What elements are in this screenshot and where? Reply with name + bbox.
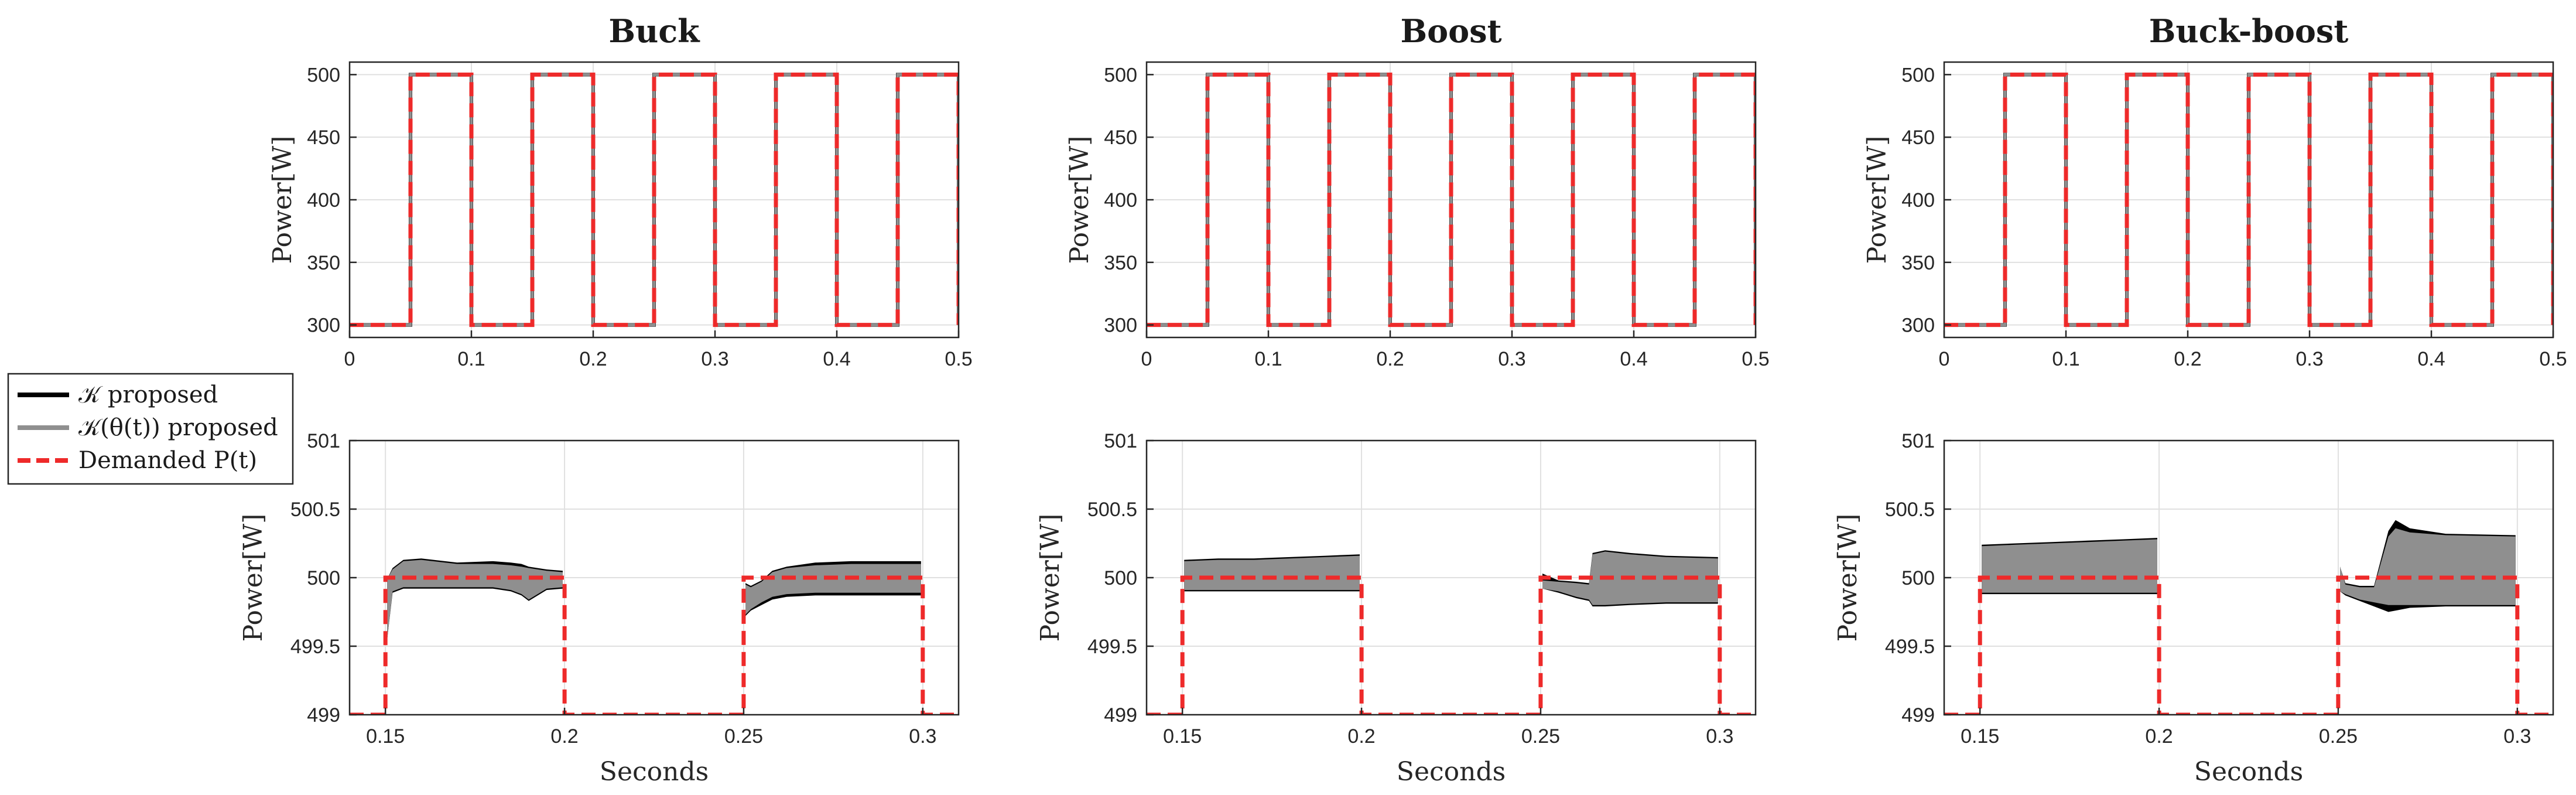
x-tick-label: 0 <box>1939 348 1950 370</box>
x-tick-label: 0.3 <box>2503 725 2531 748</box>
y-tick-label: 300 <box>1104 315 1137 337</box>
chart-title: Boost <box>1400 12 1501 50</box>
series-k-theta-proposed-band-1 <box>2340 528 2516 605</box>
series-k-theta-proposed-band-0 <box>1184 555 1360 591</box>
series-demanded-power <box>350 72 959 327</box>
x-axis-label: Seconds <box>2194 757 2303 787</box>
y-axis-label: Power[W] <box>1862 136 1892 264</box>
x-tick-label: 0.3 <box>1706 725 1733 748</box>
legend-label-1: 𝒦(θ(t)) proposed <box>78 414 278 441</box>
x-tick-label: 0.15 <box>1163 725 1202 748</box>
subplot-top-1: 0 0.1 0.2 0.3 0.4 0.5 300 350 400 450 500 Power[W] B… <box>1065 12 1770 370</box>
chart-title: Buck-boost <box>2149 12 2349 50</box>
x-axis-label: Seconds <box>600 757 709 787</box>
subplot-bottom-2: 0.15 0.2 0.25 0.3 499 499.5 500 500.5 501 Power[W… <box>1833 430 2554 787</box>
y-tick-label: 500.5 <box>1885 499 1935 521</box>
y-tick-label: 450 <box>307 127 340 149</box>
x-tick-label: 0 <box>344 348 355 370</box>
y-tick-label: 400 <box>307 189 340 211</box>
x-tick-label: 0.4 <box>823 348 850 370</box>
subplot-bottom-1: 0.15 0.2 0.25 0.3 499 499.5 500 500.5 501 Power[W… <box>1035 430 1757 787</box>
x-tick-label: 0.2 <box>1347 725 1375 748</box>
y-tick-label: 499.5 <box>1087 636 1137 658</box>
subplot-bottom-0: 0.15 0.2 0.25 0.3 499 499.5 500 500.5 501 Power[W… <box>238 430 960 787</box>
x-tick-label: 0.2 <box>550 725 578 748</box>
y-axis-label: Power[W] <box>268 136 297 264</box>
y-axis-label: Power[W] <box>1065 136 1094 264</box>
subplot-top-0: 0 0.1 0.2 0.3 0.4 0.5 300 350 400 450 500 Power[W] B… <box>268 12 973 370</box>
y-tick-label: 500 <box>307 64 340 86</box>
x-tick-label: 0.15 <box>1961 725 1999 748</box>
x-tick-label: 0.3 <box>909 725 936 748</box>
y-axis-label: Power[W] <box>1035 514 1065 642</box>
x-tick-label: 0.2 <box>1376 348 1404 370</box>
y-axis-label: Power[W] <box>1833 514 1863 642</box>
legend-label-0: 𝒦 proposed <box>78 381 218 408</box>
x-tick-label: 0.3 <box>701 348 728 370</box>
x-axis-label: Seconds <box>1397 757 1506 787</box>
series-group <box>1147 72 1756 327</box>
y-tick-label: 500 <box>1104 567 1137 589</box>
x-tick-label: 0.5 <box>945 348 972 370</box>
y-tick-label: 501 <box>1104 430 1137 452</box>
x-tick-label: 0.3 <box>1498 348 1525 370</box>
x-tick-label: 0.4 <box>2417 348 2445 370</box>
subplot-top-2: 0 0.1 0.2 0.3 0.4 0.5 300 350 400 450 500 Power[W] B… <box>1862 12 2567 370</box>
y-axis-label: Power[W] <box>238 514 268 642</box>
legend: 𝒦 proposed 𝒦(θ(t)) proposed Demanded P(t) <box>7 373 294 485</box>
y-tick-label: 350 <box>1901 252 1935 274</box>
y-tick-label: 300 <box>1901 315 1935 337</box>
x-tick-label: 0.25 <box>2319 725 2358 748</box>
x-tick-label: 0.3 <box>2296 348 2323 370</box>
x-tick-label: 0.4 <box>1620 348 1647 370</box>
y-tick-label: 499 <box>1104 704 1137 726</box>
y-tick-label: 500.5 <box>1087 499 1137 521</box>
y-tick-label: 501 <box>307 430 340 452</box>
y-tick-label: 450 <box>1901 127 1935 149</box>
x-tick-label: 0.2 <box>2145 725 2173 748</box>
x-tick-label: 0.1 <box>2052 348 2079 370</box>
x-tick-label: 0.15 <box>366 725 405 748</box>
y-tick-label: 400 <box>1901 189 1935 211</box>
y-tick-label: 499 <box>1901 704 1935 726</box>
y-tick-label: 500.5 <box>290 499 340 521</box>
series-group <box>350 558 959 715</box>
y-tick-label: 450 <box>1104 127 1137 149</box>
x-tick-label: 0.2 <box>579 348 607 370</box>
legend-label-2: Demanded P(t) <box>78 447 257 474</box>
y-tick-label: 500 <box>1104 64 1137 86</box>
series-group <box>1944 520 2553 715</box>
series-k-theta-proposed-band-0 <box>1982 539 2157 593</box>
y-tick-label: 500 <box>307 567 340 589</box>
series-group <box>1944 72 2553 327</box>
x-tick-label: 0.5 <box>2539 348 2567 370</box>
y-tick-label: 499 <box>307 704 340 726</box>
y-tick-label: 500 <box>1901 567 1935 589</box>
series-k-theta-proposed-band-0 <box>387 559 563 640</box>
x-tick-label: 0.5 <box>1742 348 1769 370</box>
y-tick-label: 501 <box>1901 430 1935 452</box>
y-tick-label: 500 <box>1901 64 1935 86</box>
x-tick-label: 0.1 <box>1254 348 1282 370</box>
y-tick-label: 350 <box>307 252 340 274</box>
series-group <box>1147 550 1756 715</box>
y-tick-label: 300 <box>307 315 340 337</box>
x-tick-label: 0.1 <box>457 348 485 370</box>
x-tick-label: 0 <box>1141 348 1152 370</box>
chart-title: Buck <box>608 12 700 50</box>
y-tick-label: 400 <box>1104 189 1137 211</box>
series-group <box>350 72 959 327</box>
y-tick-label: 499.5 <box>290 636 340 658</box>
x-tick-label: 0.25 <box>724 725 763 748</box>
x-tick-label: 0.25 <box>1521 725 1560 748</box>
series-demanded-power <box>1944 72 2553 327</box>
y-tick-label: 499.5 <box>1885 636 1935 658</box>
y-tick-label: 350 <box>1104 252 1137 274</box>
series-demanded-power <box>1147 72 1756 327</box>
x-tick-label: 0.2 <box>2174 348 2201 370</box>
